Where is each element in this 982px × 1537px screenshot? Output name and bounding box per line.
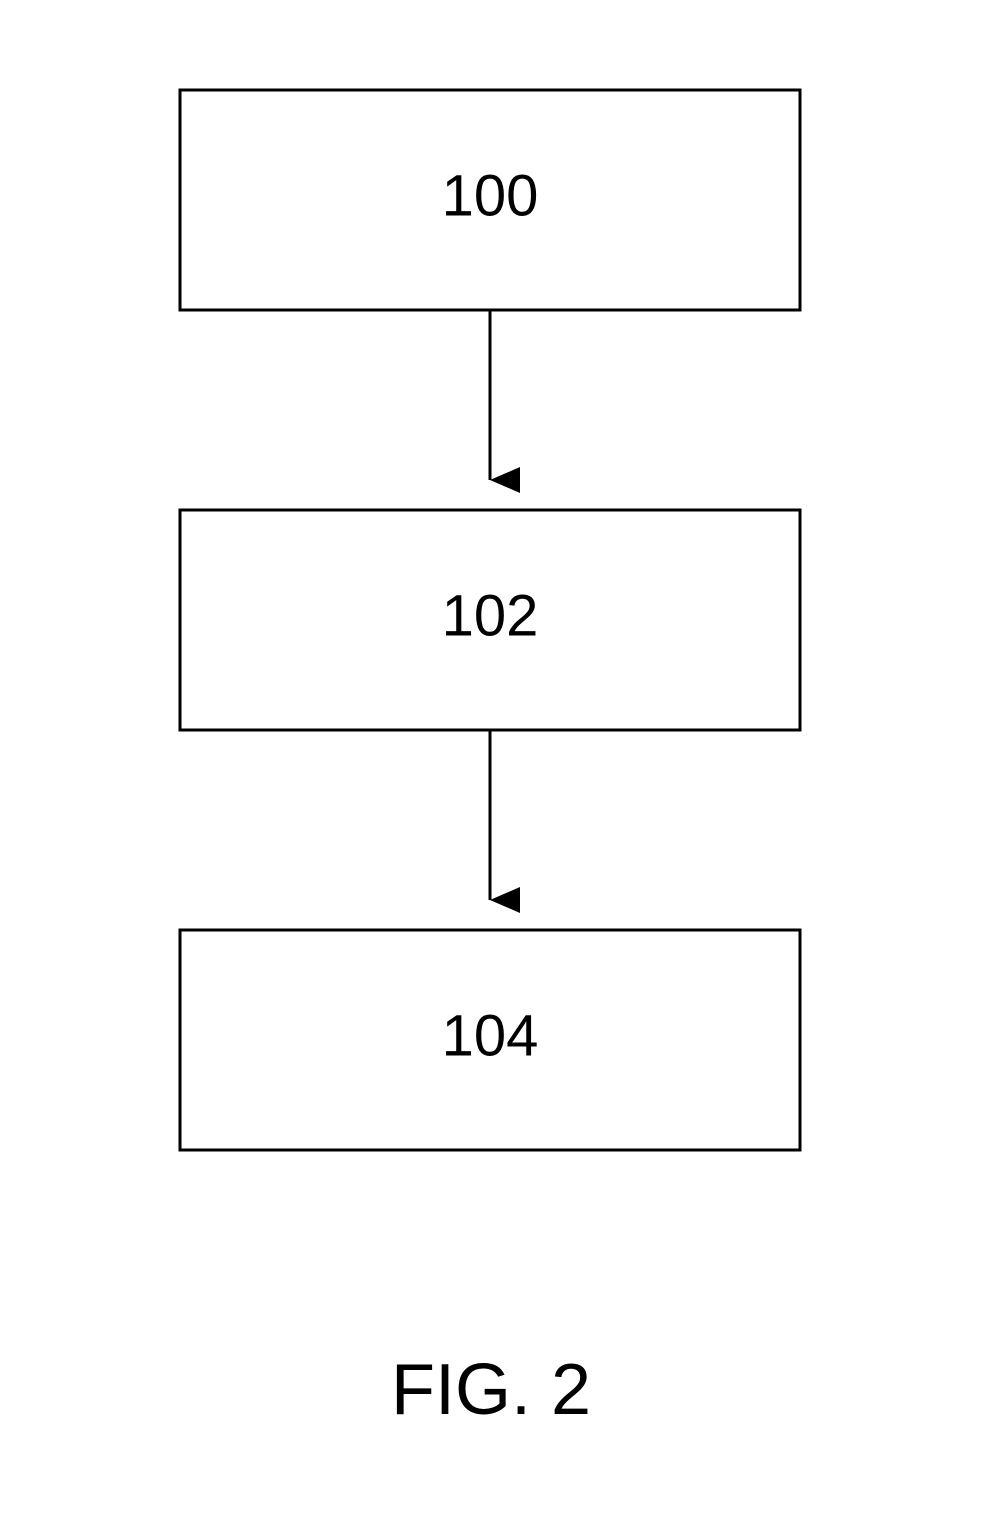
flow-node: 104 xyxy=(180,930,800,1150)
flow-node-label: 100 xyxy=(442,163,539,228)
flow-node: 102 xyxy=(180,510,800,730)
flow-node-label: 102 xyxy=(442,583,539,648)
flow-node-label: 104 xyxy=(442,1003,539,1068)
figure-caption: FIG. 2 xyxy=(391,1350,591,1430)
flow-node: 100 xyxy=(180,90,800,310)
flowchart-diagram: 100 102 104 FIG. 2 xyxy=(0,0,982,1537)
